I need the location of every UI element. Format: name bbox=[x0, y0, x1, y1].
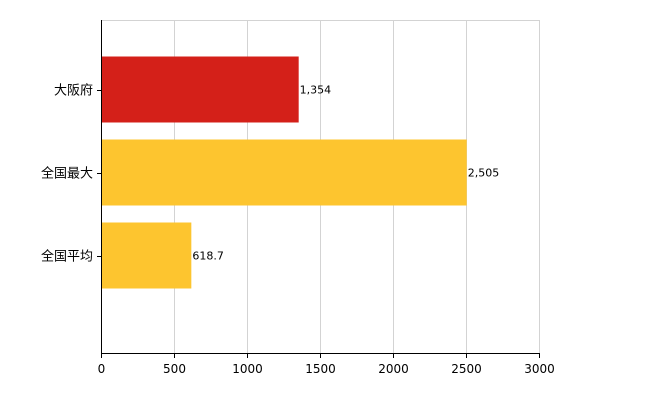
x-tick-label: 2000 bbox=[378, 362, 409, 376]
value-label: 618.7 bbox=[192, 250, 224, 263]
bar bbox=[101, 139, 467, 206]
x-tick-label: 1000 bbox=[232, 362, 263, 376]
bar bbox=[101, 56, 299, 123]
x-tick-label: 3000 bbox=[524, 362, 555, 376]
bar bbox=[101, 222, 192, 289]
x-tick-label: 0 bbox=[98, 362, 106, 376]
axis-layer bbox=[97, 20, 540, 358]
category-label: 全国最大 bbox=[41, 166, 93, 182]
category-label: 全国平均 bbox=[41, 249, 93, 265]
label-layer: 0 500 1000 1500 2000 2500 3000 大阪府 1,354 全国最大 2,50… bbox=[41, 84, 555, 377]
category-label: 大阪府 bbox=[54, 84, 93, 99]
x-tick-label: 1500 bbox=[305, 362, 336, 376]
x-tick-label: 2500 bbox=[451, 362, 482, 376]
x-tick-label: 500 bbox=[163, 362, 186, 376]
value-label: 2,505 bbox=[468, 167, 500, 180]
bar-layer bbox=[101, 56, 467, 289]
value-label: 1,354 bbox=[300, 84, 332, 97]
